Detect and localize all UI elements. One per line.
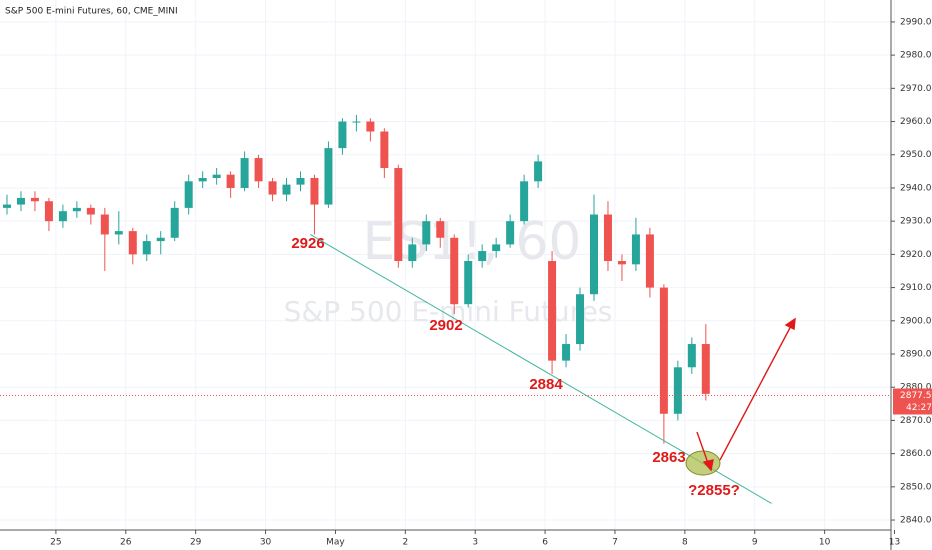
- candle-body: [212, 174, 221, 178]
- candle-body: [645, 234, 654, 288]
- candle-body: [72, 207, 81, 212]
- annotation: 2926: [291, 235, 324, 252]
- x-tick-label: 29: [190, 538, 202, 548]
- candle-body: [128, 231, 137, 255]
- y-tick-label: 2850.00: [900, 482, 932, 492]
- candle-body: [548, 261, 557, 361]
- candle-body: [380, 131, 389, 169]
- countdown-label: 42:27: [906, 403, 932, 413]
- candle-body: [408, 244, 417, 262]
- candle-body: [534, 161, 543, 182]
- candle-body: [603, 214, 612, 262]
- candle-body: [631, 234, 640, 265]
- candle-body: [701, 344, 710, 394]
- chart-title: S&P 500 E-mini Futures, 60, CME_MINI: [5, 7, 178, 17]
- candle-body: [659, 287, 668, 414]
- candle-body: [44, 201, 53, 222]
- y-tick-label: 2990.00: [900, 17, 932, 27]
- y-tick-label: 2950.00: [900, 150, 932, 160]
- annotation: 2902: [429, 317, 462, 334]
- annotation: 2884: [529, 376, 563, 393]
- x-tick-label: 25: [50, 538, 61, 548]
- candle-body: [184, 181, 193, 208]
- candle-body: [282, 184, 291, 195]
- candle-body: [268, 181, 277, 195]
- y-tick-label: 2870.00: [900, 416, 932, 426]
- candle-body: [156, 237, 165, 242]
- last-price-box: [893, 388, 932, 415]
- candle-body: [100, 214, 109, 235]
- x-tick-label: 10: [819, 538, 831, 548]
- x-tick-label: 9: [752, 538, 758, 548]
- candle-body: [170, 207, 179, 238]
- candle-body: [352, 121, 361, 123]
- candle-body: [30, 197, 39, 202]
- annotation: 2863: [652, 449, 685, 466]
- arrows: [696, 317, 796, 472]
- candle-body: [673, 367, 682, 414]
- y-tick-label: 2970.00: [900, 84, 932, 94]
- y-tick-label: 2880.00: [900, 383, 932, 393]
- y-tick-label: 2940.00: [900, 183, 932, 193]
- candle-body: [114, 231, 123, 235]
- y-tick-label: 2930.00: [900, 217, 932, 227]
- y-tick-label: 2920.00: [900, 250, 932, 260]
- candle-body: [576, 294, 585, 345]
- candle-body: [366, 121, 375, 132]
- x-tick-label: 2: [402, 538, 408, 548]
- y-tick-label: 2890.00: [900, 349, 932, 359]
- candle-body: [142, 241, 151, 255]
- candle-body: [58, 211, 67, 222]
- candle-body: [338, 121, 347, 149]
- candle-body: [296, 177, 305, 185]
- y-tick-label: 2910.00: [900, 283, 932, 293]
- candle-body: [324, 148, 333, 205]
- x-tick-label: 8: [682, 538, 688, 548]
- x-tick-label: 3: [472, 538, 478, 548]
- target-ellipse: [685, 450, 721, 476]
- candle-body: [436, 221, 445, 238]
- y-tick-label: 2860.00: [900, 449, 932, 459]
- y-tick-label: 2980.00: [900, 51, 932, 61]
- candle-body: [86, 207, 95, 215]
- candle-body: [450, 237, 459, 305]
- candle-body: [464, 261, 473, 305]
- candle-body: [394, 168, 403, 262]
- candle-body: [16, 197, 25, 205]
- candle-body: [422, 221, 431, 245]
- y-tick-label: 2840.00: [900, 516, 932, 526]
- candle-body: [617, 261, 626, 265]
- candle-body: [590, 214, 598, 295]
- candle-body: [687, 344, 696, 368]
- x-tick-label: 30: [260, 538, 272, 548]
- last-price-label: 2877.50: [900, 391, 932, 401]
- watermark-name: S&P 500 E-mini Futures: [284, 295, 613, 328]
- x-tick-label: 6: [542, 538, 548, 548]
- candle-body: [478, 251, 487, 262]
- x-tick-label: 13: [889, 538, 900, 548]
- y-tick-label: 2900.00: [900, 316, 932, 326]
- candle-body: [198, 177, 207, 182]
- x-tick-label: 7: [612, 538, 618, 548]
- x-tick-label: May: [326, 538, 345, 548]
- candle-body: [506, 221, 515, 245]
- y-tick-label: 2960.00: [900, 117, 932, 127]
- candle-body: [562, 344, 571, 361]
- candle-body: [2, 204, 11, 208]
- candle-body: [226, 174, 235, 188]
- candle-body: [240, 158, 249, 188]
- candle-body: [254, 158, 263, 182]
- candle-body: [520, 181, 529, 222]
- candle-body: [492, 244, 501, 252]
- x-tick-label: 26: [120, 538, 132, 548]
- candle-body: [310, 177, 319, 205]
- annotation: ?2855?: [688, 482, 740, 499]
